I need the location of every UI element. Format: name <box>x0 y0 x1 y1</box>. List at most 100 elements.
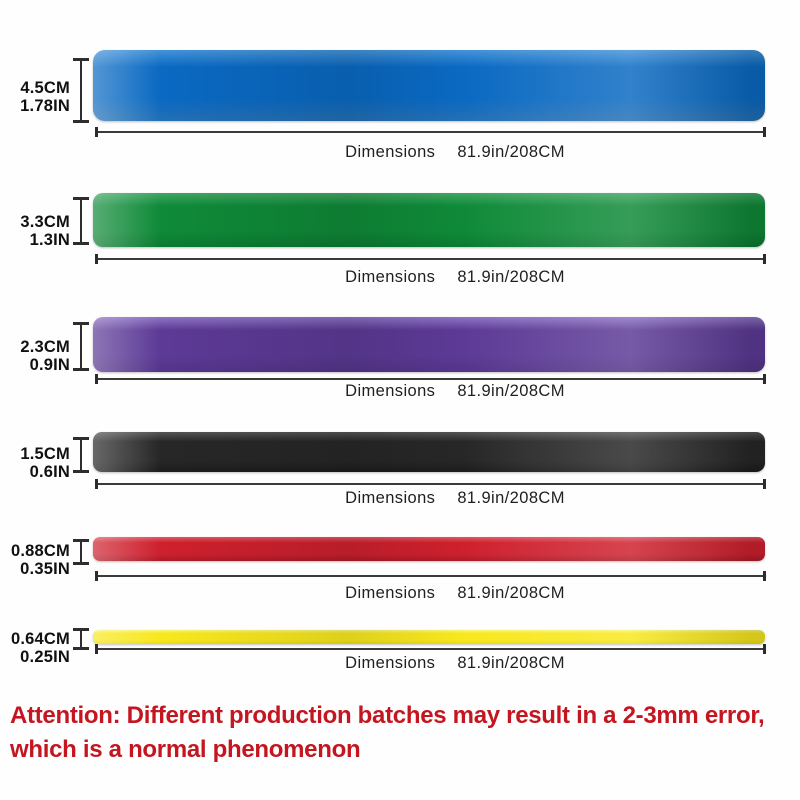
bracket-top-cap-icon <box>73 437 89 440</box>
measure-line-right-tick-icon <box>763 374 766 384</box>
bracket-bottom-cap-icon <box>73 470 89 473</box>
attention-note-line1: Attention: Different production batches … <box>10 702 765 729</box>
band-width-in: 1.3IN <box>29 231 70 249</box>
width-measure-bracket <box>73 197 89 245</box>
bracket-top-cap-icon <box>73 58 89 61</box>
width-measure-bracket <box>73 437 89 473</box>
band-width-cm: 1.5CM <box>20 445 70 463</box>
dimensions-caption-label: Dimensions <box>345 268 436 286</box>
band-sheen <box>93 537 765 561</box>
dimensions-caption: Dimensions 81.9in/208CM <box>115 487 795 509</box>
measure-line-left-tick-icon <box>95 374 98 384</box>
resistance-band-purple <box>93 317 765 372</box>
length-measure-line <box>95 644 766 654</box>
band-width-in: 0.9IN <box>29 355 70 374</box>
dimensions-caption-label: Dimensions <box>345 584 436 602</box>
bracket-vertical-line <box>80 437 82 473</box>
measure-line-right-tick-icon <box>763 127 766 137</box>
measure-line-right-tick-icon <box>763 571 766 581</box>
width-measure-bracket <box>73 58 89 123</box>
dimensions-caption: Dimensions 81.9in/208CM <box>115 266 795 288</box>
band-width-cm: 0.88CM <box>11 542 70 560</box>
dimensions-caption-value: 81.9in/208CM <box>457 489 565 507</box>
bracket-bottom-cap-icon <box>73 562 89 565</box>
attention-note: Attention: Different production batches … <box>10 699 796 767</box>
bracket-bottom-cap-icon <box>73 368 89 371</box>
resistance-band-black <box>93 432 765 472</box>
bracket-vertical-line <box>80 322 82 371</box>
band-width-in: 0.25IN <box>20 648 70 666</box>
dimensions-caption: Dimensions 81.9in/208CM <box>115 652 795 674</box>
bracket-bottom-cap-icon <box>73 647 89 650</box>
dimensions-caption-value: 81.9in/208CM <box>457 268 565 286</box>
band-sheen <box>93 317 765 372</box>
bracket-vertical-line <box>80 58 82 123</box>
band-sheen <box>93 193 765 247</box>
measure-line-right-tick-icon <box>763 479 766 489</box>
measure-line-right-tick-icon <box>763 254 766 264</box>
dimensions-caption-label: Dimensions <box>345 654 436 672</box>
bracket-top-cap-icon <box>73 197 89 200</box>
measure-line-left-tick-icon <box>95 254 98 264</box>
band-width-label: 0.64CM 0.25IN <box>0 630 70 666</box>
length-measure-line <box>95 571 766 581</box>
width-measure-bracket <box>73 322 89 371</box>
length-measure-line <box>95 127 766 137</box>
bracket-top-cap-icon <box>73 322 89 325</box>
bracket-top-cap-icon <box>73 628 89 631</box>
measure-line-right-tick-icon <box>763 644 766 654</box>
measure-line-left-tick-icon <box>95 127 98 137</box>
length-measure-line <box>95 479 766 489</box>
dimensions-caption-value: 81.9in/208CM <box>457 584 565 602</box>
band-width-in: 0.35IN <box>20 560 70 578</box>
dimensions-caption: Dimensions 81.9in/208CM <box>115 582 795 604</box>
measure-line-left-tick-icon <box>95 479 98 489</box>
band-sheen <box>93 50 765 121</box>
band-width-label: 0.88CM 0.35IN <box>0 542 70 578</box>
band-width-cm: 0.64CM <box>11 630 70 648</box>
dimensions-caption-label: Dimensions <box>345 489 436 507</box>
dimensions-caption-label: Dimensions <box>345 382 436 400</box>
band-width-label: 1.5CM 0.6IN <box>0 445 70 481</box>
band-width-cm: 2.3CM <box>20 337 70 356</box>
measure-line-left-tick-icon <box>95 571 98 581</box>
bracket-bottom-cap-icon <box>73 242 89 245</box>
attention-note-line2: which is a normal phenomenon <box>10 736 361 763</box>
dimensions-caption-label: Dimensions <box>345 143 436 161</box>
bracket-top-cap-icon <box>73 539 89 542</box>
bracket-bottom-cap-icon <box>73 120 89 123</box>
dimensions-caption-value: 81.9in/208CM <box>457 382 565 400</box>
bracket-vertical-line <box>80 197 82 245</box>
length-measure-line <box>95 254 766 264</box>
band-width-label: 4.5CM 1.78IN <box>0 79 70 115</box>
resistance-band-green <box>93 193 765 247</box>
resistance-band-red <box>93 537 765 561</box>
band-width-cm: 3.3CM <box>20 213 70 231</box>
dimensions-caption-value: 81.9in/208CM <box>457 143 565 161</box>
width-measure-bracket <box>73 628 89 650</box>
dimensions-caption-value: 81.9in/208CM <box>457 654 565 672</box>
measure-line-left-tick-icon <box>95 644 98 654</box>
resistance-band-yellow <box>93 630 765 644</box>
band-sheen <box>93 630 765 644</box>
bracket-vertical-line <box>80 539 82 565</box>
dimensions-caption: Dimensions 81.9in/208CM <box>115 380 795 402</box>
length-measure-line <box>95 374 766 384</box>
band-width-in: 0.6IN <box>29 463 70 481</box>
band-width-in: 1.78IN <box>20 96 70 115</box>
bracket-vertical-line <box>80 628 82 650</box>
dimensions-caption: Dimensions 81.9in/208CM <box>115 141 795 163</box>
band-sheen <box>93 432 765 472</box>
width-measure-bracket <box>73 539 89 565</box>
resistance-band-blue <box>93 50 765 121</box>
band-width-cm: 4.5CM <box>20 78 70 97</box>
band-width-label: 2.3CM 0.9IN <box>0 338 70 374</box>
band-width-label: 3.3CM 1.3IN <box>0 213 70 249</box>
